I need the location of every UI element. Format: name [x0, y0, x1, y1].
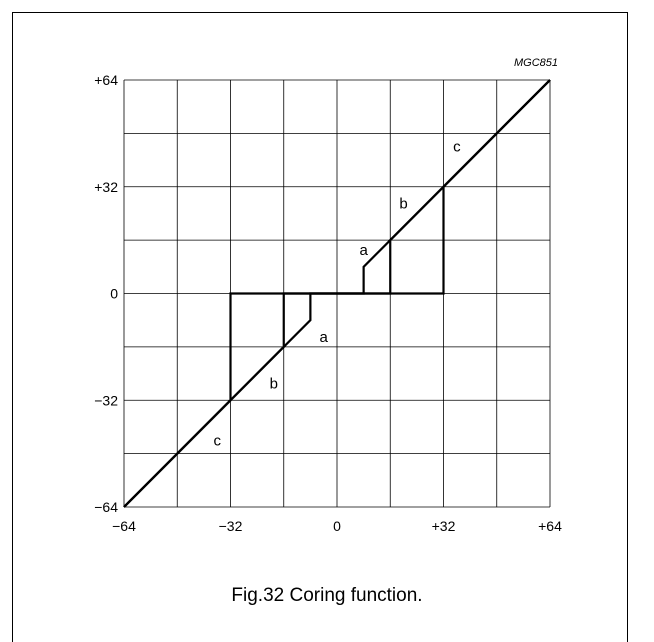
y-tick-label: +32	[94, 179, 118, 195]
x-tick-label: 0	[333, 518, 341, 534]
figure-frame	[12, 12, 628, 642]
y-tick-label: 0	[110, 286, 118, 302]
x-tick-label: +32	[432, 518, 456, 534]
curve-label-a: a	[320, 329, 329, 346]
y-tick-labels: −64 −32 0 +32 +64	[94, 72, 118, 515]
curve-labels: a b c a b c	[213, 139, 461, 450]
y-tick-label: −32	[94, 392, 118, 408]
x-tick-label: −64	[112, 518, 136, 534]
curve-c	[123, 79, 551, 508]
coring-curves	[123, 79, 551, 508]
coring-chart: −64 −32 0 +32 +64 −64 −32 0 +32 +64 a b c a b c MGC85…	[94, 57, 562, 534]
y-tick-label: −64	[94, 499, 118, 515]
curve-label-a: a	[359, 242, 368, 259]
figure-code: MGC851	[514, 57, 558, 69]
curve-label-b: b	[270, 376, 278, 393]
x-tick-labels: −64 −32 0 +32 +64	[112, 518, 562, 534]
figure-caption: Fig.32 Coring function.	[231, 585, 423, 606]
curve-label-c: c	[453, 139, 461, 156]
y-tick-label: +64	[94, 72, 118, 88]
x-tick-label: +64	[538, 518, 562, 534]
x-tick-label: −32	[219, 518, 243, 534]
curve-label-c: c	[213, 432, 221, 449]
curve-label-b: b	[399, 195, 407, 212]
